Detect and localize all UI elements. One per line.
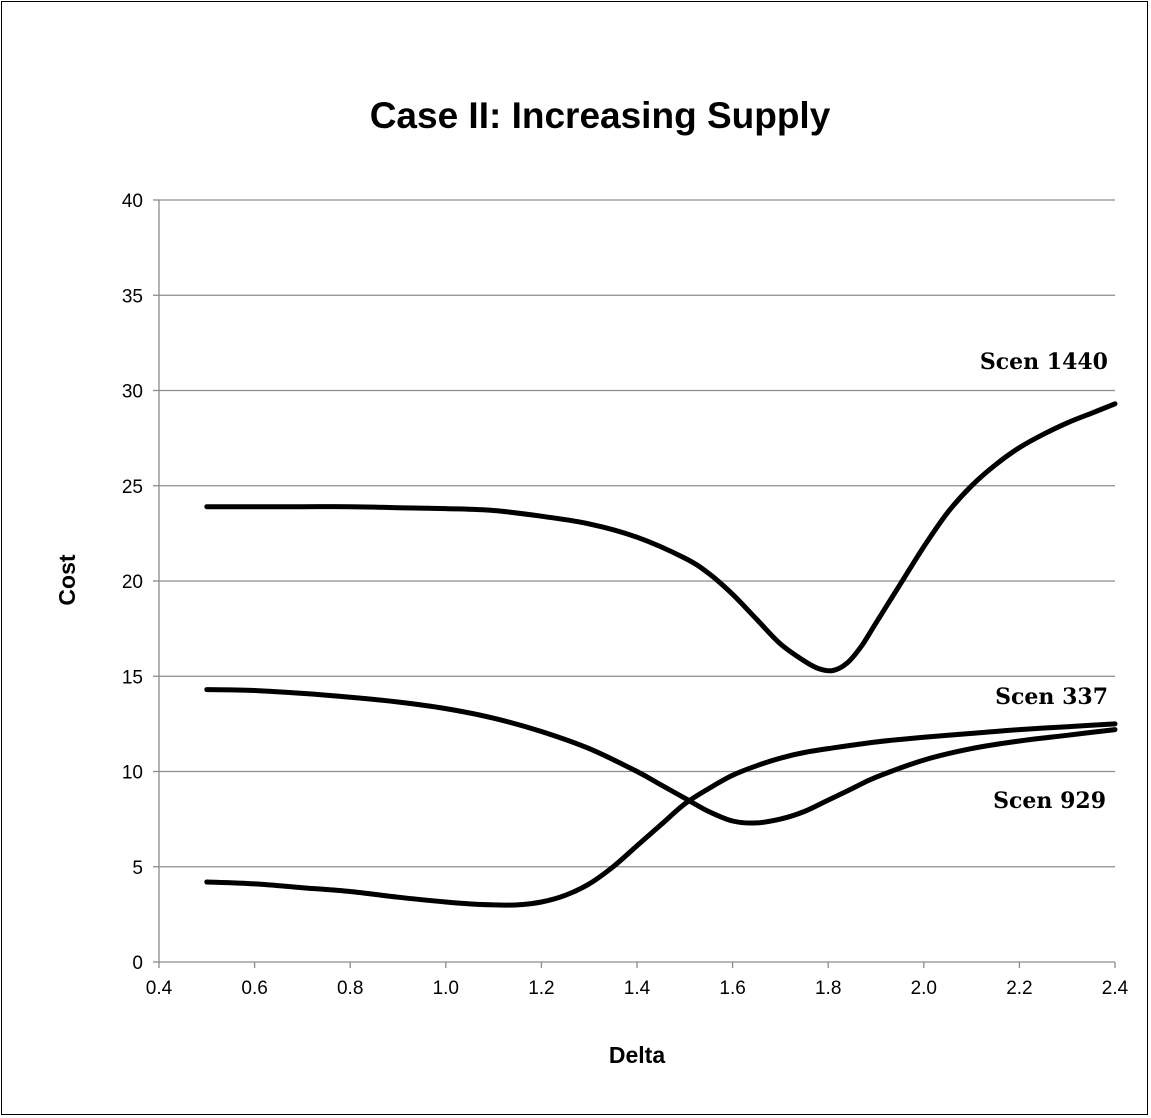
y-tick-label: 40: [122, 191, 143, 212]
x-tick-label: 1.8: [815, 978, 841, 999]
gridlines: [159, 199, 1115, 868]
x-tick-label: 0.6: [241, 978, 267, 999]
series-label-scen-337: Scen 337: [995, 684, 1108, 710]
y-tick-label: 10: [122, 763, 143, 784]
chart-title: Case II: Increasing Supply: [370, 95, 831, 136]
y-tick-label: 0: [132, 953, 143, 974]
x-tick-label: 1.4: [624, 978, 651, 999]
series-line-scen-1440: [204, 401, 1118, 674]
axes: 0 5 10 15 20 25 30 35 40 0.4 0.6 0.8 1.0 1.2 1.4 1.6 1.8…: [122, 191, 1129, 999]
x-axis-title: Delta: [609, 1042, 665, 1068]
x-tick-label: 2.4: [1102, 978, 1129, 999]
x-tick-label: 2.2: [1006, 978, 1032, 999]
y-tick-label: 30: [122, 382, 143, 403]
series-label-scen-929: Scen 929: [993, 788, 1106, 814]
series-line-scen-929: [204, 687, 1118, 826]
series-lines: [204, 401, 1118, 908]
x-tick-label: 1.6: [719, 978, 745, 999]
x-tick-label: 0.8: [337, 978, 363, 999]
series-label-scen-1440: Scen 1440: [980, 349, 1108, 375]
x-tick-label: 2.0: [911, 978, 937, 999]
y-tick-label: 5: [132, 858, 143, 879]
y-tick-label: 15: [122, 667, 143, 688]
series-line-scen-337: [204, 721, 1118, 908]
series-labels: Scen 1440 Scen 337 Scen 929: [980, 349, 1108, 814]
x-tick-label: 1.2: [528, 978, 554, 999]
y-tick-label: 35: [122, 286, 143, 307]
y-axis-title: Cost: [54, 554, 80, 605]
x-tick-label: 0.4: [146, 978, 173, 999]
y-tick-label: 20: [122, 572, 143, 593]
x-tick-label: 1.0: [433, 978, 459, 999]
y-tick-label: 25: [122, 477, 143, 498]
